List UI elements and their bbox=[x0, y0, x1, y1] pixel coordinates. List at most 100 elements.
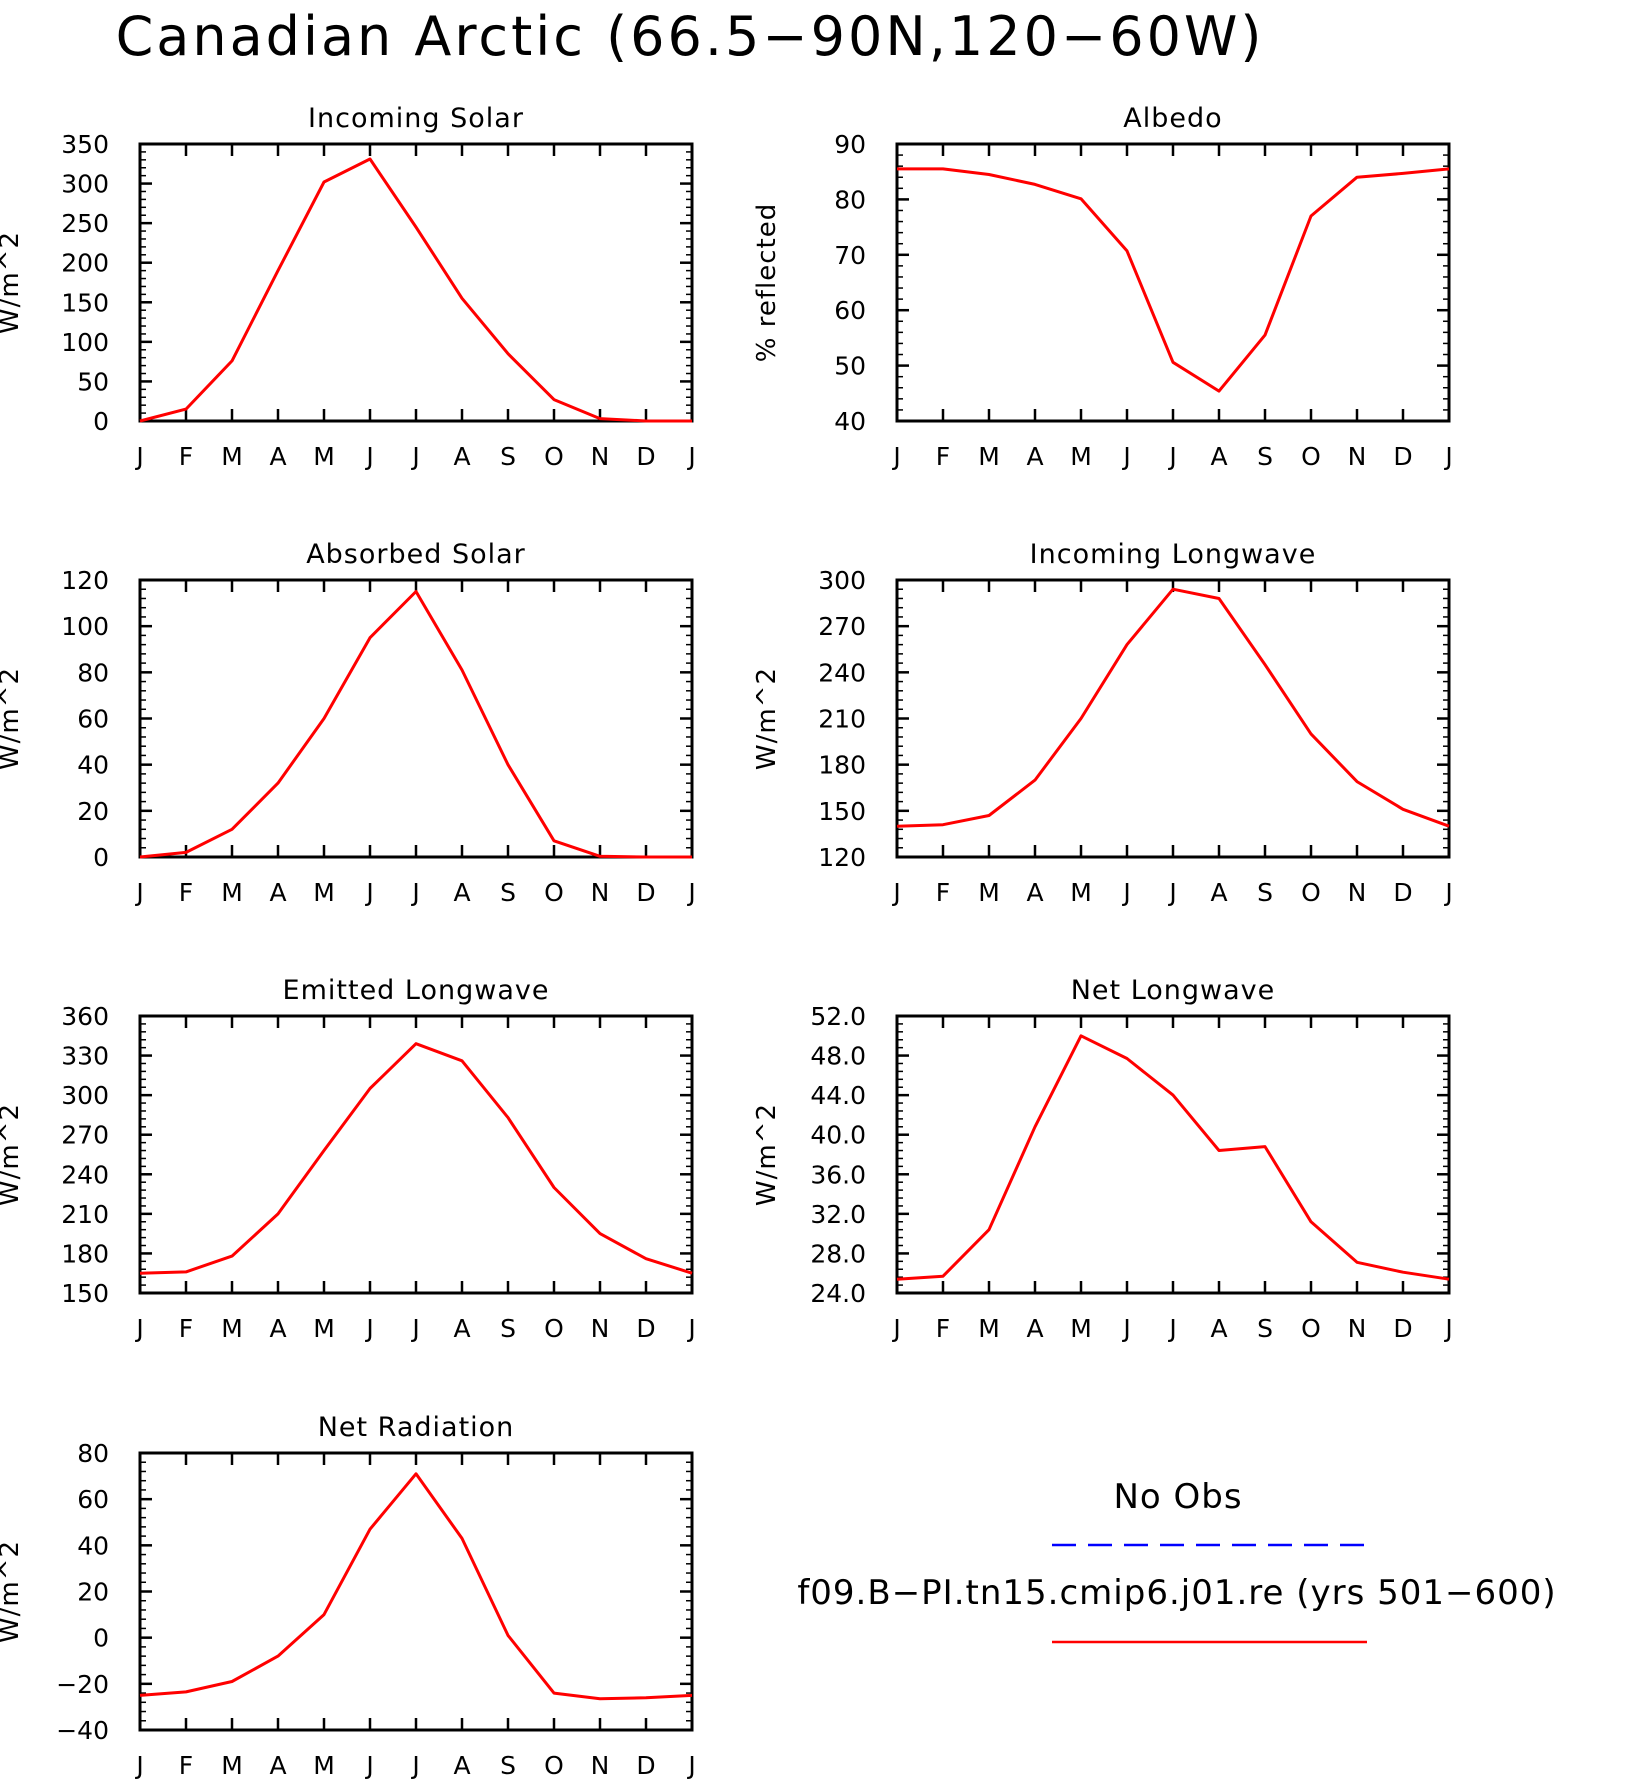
incoming-longwave-ytick-label: 300 bbox=[818, 566, 866, 595]
emitted-longwave-ytick-label: 210 bbox=[61, 1200, 109, 1229]
incoming-longwave-month-label: D bbox=[1393, 878, 1412, 907]
incoming-longwave-month-label: J bbox=[891, 878, 900, 907]
incoming-solar-ytick-label: 350 bbox=[61, 130, 109, 159]
net-radiation-month-label: S bbox=[500, 1751, 516, 1780]
net-radiation-ytick-label: −20 bbox=[56, 1670, 109, 1699]
incoming-solar-month-label: J bbox=[410, 442, 419, 471]
absorbed-solar-month-label: F bbox=[179, 878, 193, 907]
emitted-longwave-ytick-label: 360 bbox=[61, 1002, 109, 1031]
incoming-longwave-month-label: J bbox=[1443, 878, 1452, 907]
incoming-solar-month-label: J bbox=[364, 442, 373, 471]
albedo-month-label: F bbox=[936, 442, 950, 471]
net-radiation-series-line bbox=[139, 1472, 693, 1701]
net-radiation-ytick-label: 20 bbox=[77, 1578, 109, 1607]
net-radiation-month-label: A bbox=[269, 1751, 286, 1780]
panel-incoming-solar: J F M A M J J A S O N D J050100150200250300350Incomi… bbox=[0, 103, 696, 471]
net-radiation-month-label: J bbox=[364, 1751, 373, 1780]
incoming-solar-ylabel: W/m^2 bbox=[0, 231, 25, 334]
albedo-ytick-label: 40 bbox=[834, 407, 866, 436]
net-radiation-month-label: F bbox=[179, 1751, 193, 1780]
net-longwave-month-label: N bbox=[1348, 1314, 1367, 1343]
legend-model-label: f09.B−PI.tn15.cmip6.j01.re (yrs 501−600) bbox=[797, 1573, 1556, 1613]
incoming-solar-series-line bbox=[139, 157, 692, 423]
incoming-solar-month-label: A bbox=[453, 442, 470, 471]
legend-obs-label: No Obs bbox=[1113, 1477, 1242, 1517]
albedo-month-label: A bbox=[1026, 442, 1043, 471]
absorbed-solar-ytick-label: 120 bbox=[61, 566, 109, 595]
net-radiation-month-label: A bbox=[453, 1751, 470, 1780]
net-longwave-month-label: J bbox=[1443, 1314, 1452, 1343]
albedo-month-label: N bbox=[1348, 442, 1367, 471]
incoming-solar-month-label: O bbox=[544, 442, 564, 471]
incoming-longwave-title: Incoming Longwave bbox=[1030, 539, 1317, 570]
incoming-longwave-month-label: A bbox=[1026, 878, 1043, 907]
net-longwave-month-label: J bbox=[891, 1314, 900, 1343]
net-radiation-frame bbox=[138, 1451, 694, 1732]
net-radiation-ytick-label: 80 bbox=[77, 1439, 109, 1468]
net-radiation-month-label: N bbox=[591, 1751, 610, 1780]
absorbed-solar-month-label: J bbox=[134, 878, 143, 907]
legend: No Obs f09.B−PI.tn15.cmip6.j01.re (yrs 5… bbox=[797, 1477, 1556, 1644]
incoming-longwave-month-label: N bbox=[1348, 878, 1367, 907]
incoming-solar-ytick-label: 0 bbox=[93, 407, 109, 436]
absorbed-solar-month-label: N bbox=[591, 878, 610, 907]
albedo-frame bbox=[895, 142, 1451, 423]
emitted-longwave-month-label: J bbox=[410, 1314, 419, 1343]
net-radiation-ytick-label: 40 bbox=[77, 1531, 109, 1560]
emitted-longwave-ylabel: W/m^2 bbox=[0, 1103, 25, 1206]
incoming-solar-ytick-label: 150 bbox=[61, 288, 109, 317]
net-longwave-month-label: J bbox=[1167, 1314, 1176, 1343]
emitted-longwave-month-label: F bbox=[179, 1314, 193, 1343]
net-longwave-month-label: D bbox=[1393, 1314, 1412, 1343]
albedo-month-label: A bbox=[1210, 442, 1227, 471]
net-longwave-ytick-label: 24.0 bbox=[810, 1279, 866, 1308]
albedo-ytick-label: 50 bbox=[834, 352, 866, 381]
incoming-solar-ytick-label: 50 bbox=[77, 367, 109, 396]
incoming-longwave-month-label: M bbox=[1070, 878, 1092, 907]
absorbed-solar-month-label: J bbox=[364, 878, 373, 907]
net-longwave-month-label: M bbox=[1070, 1314, 1092, 1343]
incoming-solar-ytick-label: 100 bbox=[61, 328, 109, 357]
panel-incoming-longwave: J F M A M J J A S O N D J120150180210240270300Incomi… bbox=[752, 539, 1453, 907]
net-radiation-month-label: O bbox=[544, 1751, 564, 1780]
albedo-ytick-label: 60 bbox=[834, 296, 866, 325]
net-longwave-ytick-label: 32.0 bbox=[810, 1200, 866, 1229]
emitted-longwave-ytick-label: 270 bbox=[61, 1121, 109, 1150]
incoming-longwave-ytick-label: 120 bbox=[818, 843, 866, 872]
absorbed-solar-series-line bbox=[139, 590, 692, 859]
emitted-longwave-series-line bbox=[139, 1042, 693, 1275]
net-radiation-month-label: J bbox=[686, 1751, 695, 1780]
incoming-solar-ytick-label: 250 bbox=[61, 209, 109, 238]
net-longwave-ytick-label: 48.0 bbox=[810, 1042, 866, 1071]
albedo-series-line bbox=[897, 167, 1450, 393]
net-longwave-ytick-label: 40.0 bbox=[810, 1121, 866, 1150]
albedo-month-label: D bbox=[1393, 442, 1412, 471]
incoming-solar-month-label: S bbox=[500, 442, 516, 471]
absorbed-solar-month-label: J bbox=[686, 878, 695, 907]
net-longwave-month-label: A bbox=[1210, 1314, 1227, 1343]
absorbed-solar-month-label: O bbox=[544, 878, 564, 907]
albedo-month-label: M bbox=[1070, 442, 1092, 471]
incoming-solar-month-label: F bbox=[179, 442, 193, 471]
emitted-longwave-ytick-label: 150 bbox=[61, 1279, 109, 1308]
emitted-longwave-month-label: J bbox=[134, 1314, 143, 1343]
absorbed-solar-ytick-label: 40 bbox=[77, 751, 109, 780]
albedo-month-label: J bbox=[1443, 442, 1452, 471]
net-longwave-month-label: S bbox=[1257, 1314, 1273, 1343]
emitted-longwave-month-label: D bbox=[636, 1314, 655, 1343]
incoming-solar-title: Incoming Solar bbox=[308, 103, 524, 134]
absorbed-solar-month-label: S bbox=[500, 878, 516, 907]
net-longwave-ytick-label: 52.0 bbox=[810, 1002, 866, 1031]
albedo-month-label: J bbox=[1167, 442, 1176, 471]
albedo-ytick-label: 80 bbox=[834, 185, 866, 214]
panel-grid: J F M A M J J A S O N D J050100150200250300350Incomi… bbox=[0, 103, 1453, 1780]
absorbed-solar-ytick-label: 60 bbox=[77, 705, 109, 734]
net-longwave-ytick-label: 44.0 bbox=[810, 1081, 866, 1110]
absorbed-solar-month-label: M bbox=[221, 878, 243, 907]
incoming-solar-month-label: N bbox=[591, 442, 610, 471]
albedo-title: Albedo bbox=[1123, 103, 1222, 134]
incoming-longwave-month-label: J bbox=[1167, 878, 1176, 907]
absorbed-solar-month-label: M bbox=[313, 878, 335, 907]
